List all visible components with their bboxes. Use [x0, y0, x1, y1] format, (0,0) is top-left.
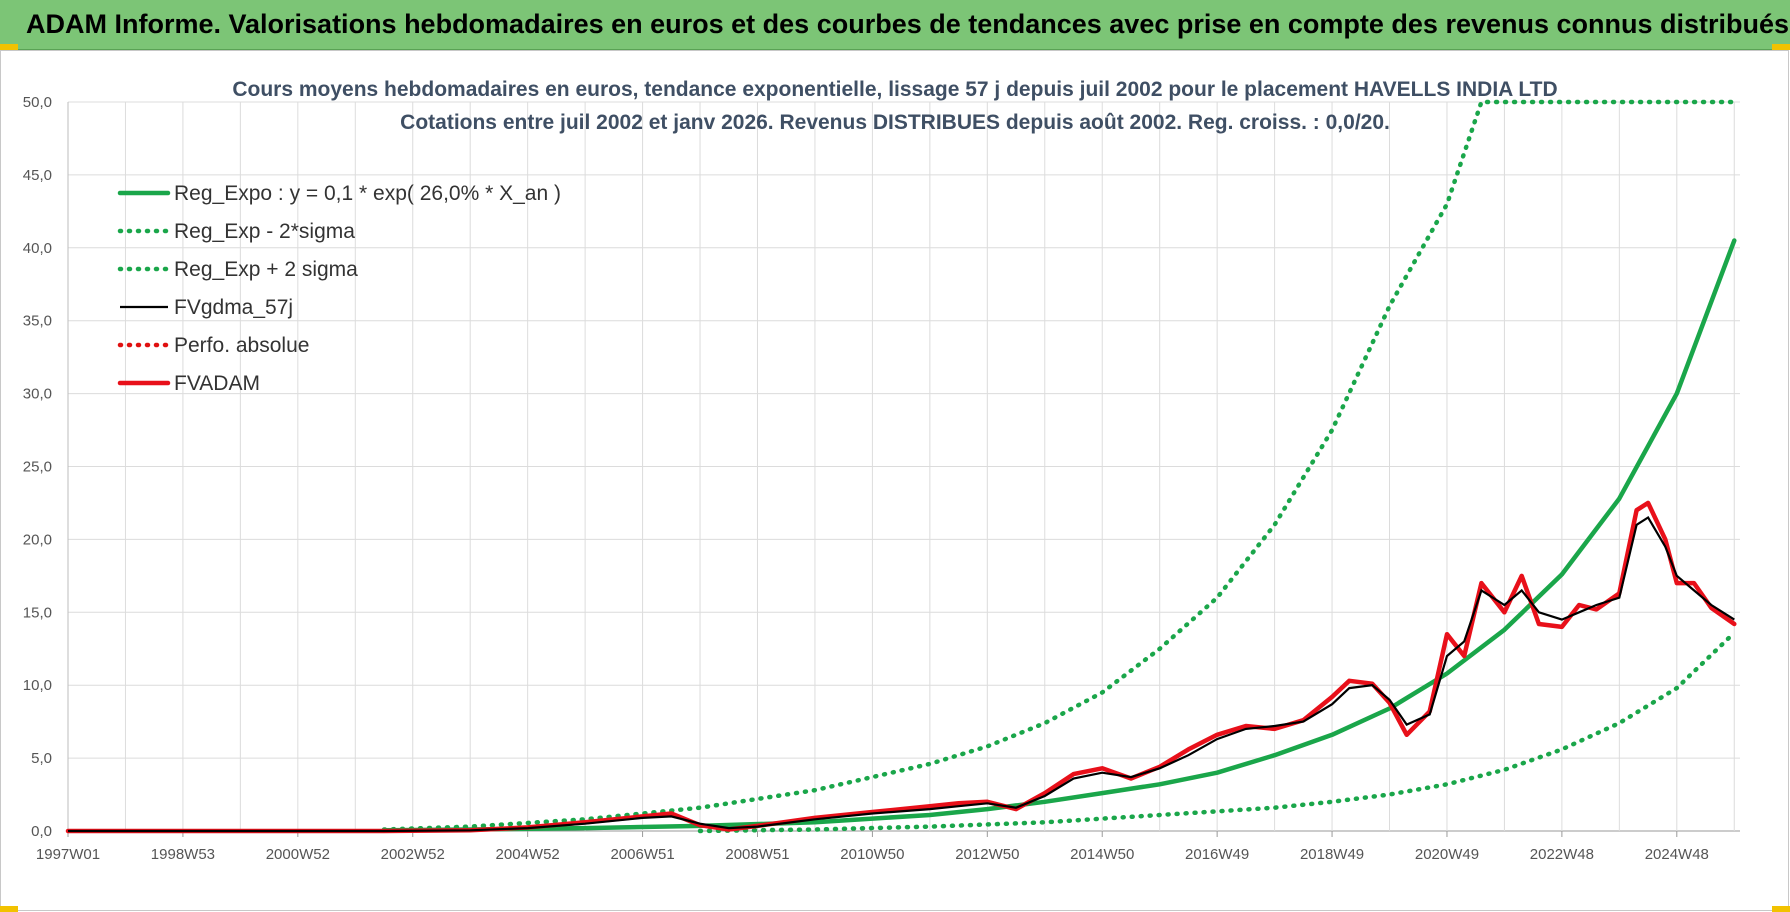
legend-label: FVADAM [174, 372, 260, 395]
y-tick-label: 5,0 [31, 750, 52, 767]
y-tick-label: 20,0 [23, 531, 52, 548]
x-tick-label: 2010W50 [840, 846, 904, 863]
legend-label: Reg_Exp + 2 sigma [174, 258, 358, 281]
legend-label: Reg_Exp - 2*sigma [174, 220, 355, 243]
legend-label: FVgdma_57j [174, 296, 293, 319]
x-tick-label: 1997W01 [36, 846, 100, 863]
x-tick-label: 2006W51 [610, 846, 674, 863]
x-tick-label: 2020W49 [1415, 846, 1479, 863]
x-tick-label: 2016W49 [1185, 846, 1249, 863]
y-tick-label: 15,0 [23, 604, 52, 621]
chart-title-line: Cours moyens hebdomadaires en euros, ten… [232, 78, 1557, 101]
y-tick-label: 50,0 [23, 94, 52, 111]
x-axis-ticks: 1997W01 1998W53 2000W52 2002W52 2004W52 2006W… [36, 831, 1709, 863]
x-tick-label: 2012W50 [955, 846, 1019, 863]
legend-label: Reg_Expo : y = 0,1 * exp( 26,0% * X_an ) [174, 182, 561, 205]
y-tick-label: 40,0 [23, 240, 52, 257]
y-tick-label: 35,0 [23, 313, 52, 330]
series-line-regexp [381, 99, 1737, 832]
y-axis-ticks: 0,0 5,0 10,0 15,0 20,0 25,0 30,0 35,0 40,0 45,0 50… [23, 94, 52, 840]
legend-label: Perfo. absolue [174, 334, 309, 357]
x-tick-label: 2024W48 [1645, 846, 1709, 863]
frame-corner-marker [0, 906, 18, 912]
frame-corner-marker [1772, 44, 1790, 50]
x-tick-label: 2008W51 [725, 846, 789, 863]
y-tick-label: 45,0 [23, 167, 52, 184]
x-tick-label: 2000W52 [266, 846, 330, 863]
series-line-fvgdma57j [68, 515, 1735, 833]
series-line-fvadam [65, 500, 1737, 834]
chart-frame [0, 50, 1789, 911]
series-lines [65, 99, 1737, 834]
x-tick-label: 2014W50 [1070, 846, 1134, 863]
y-tick-label: 30,0 [23, 386, 52, 403]
x-tick-label: 2004W52 [496, 846, 560, 863]
grid [67, 101, 1740, 832]
frame-corner-marker [1772, 906, 1790, 912]
chart-title: Cours moyens hebdomadaires en euros, ten… [232, 78, 1557, 134]
y-tick-label: 0,0 [31, 823, 52, 840]
x-tick-label: 1998W53 [151, 846, 215, 863]
report-banner: ADAM Informe. Valorisations hebdomadaire… [0, 0, 1790, 50]
report-title: ADAM Informe. Valorisations hebdomadaire… [26, 9, 1790, 39]
y-tick-label: 10,0 [23, 677, 52, 694]
y-tick-label: 25,0 [23, 459, 52, 476]
x-tick-label: 2018W49 [1300, 846, 1364, 863]
chart-title-line: Cotations entre juil 2002 et janv 2026. … [400, 111, 1390, 134]
series-line-regexpo [381, 238, 1737, 833]
x-tick-label: 2022W48 [1530, 846, 1594, 863]
frame-corner-marker [0, 44, 18, 50]
legend: Reg_Expo : y = 0,1 * exp( 26,0% * X_an )… [117, 182, 561, 395]
x-tick-label: 2002W52 [381, 846, 445, 863]
